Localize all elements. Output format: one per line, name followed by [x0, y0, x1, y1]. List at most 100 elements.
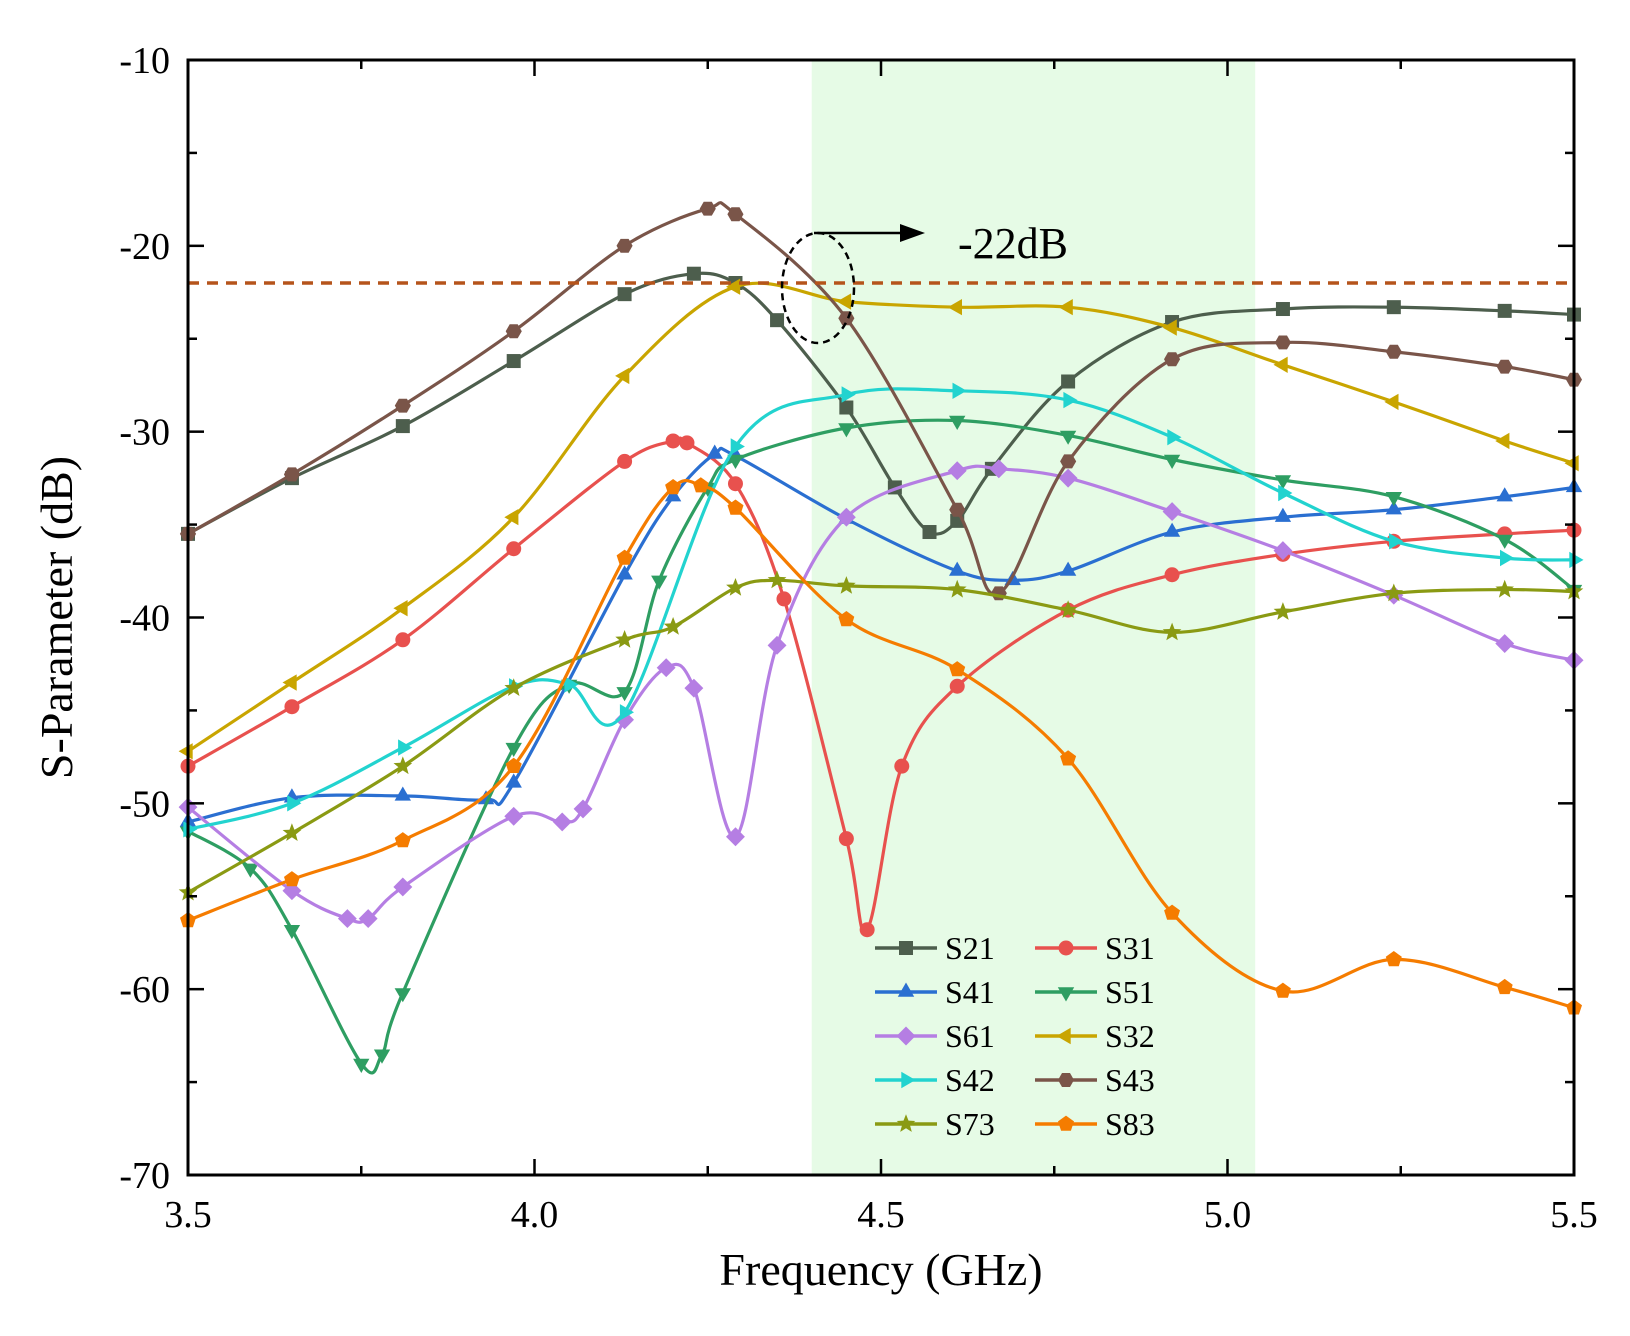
data-point-s51 — [651, 575, 668, 590]
data-point-s42 — [1063, 391, 1078, 409]
data-point-s31 — [894, 758, 910, 774]
data-point-s21 — [1386, 300, 1401, 315]
axes-layer: 3.5 4.0 4.5 5.0 5.5 -10 -20 -30 -40 -50 -60 -70 Freq… — [31, 40, 1598, 1295]
annotation-arrowhead — [900, 224, 925, 242]
series-s83 — [180, 477, 1582, 1015]
data-point-s73 — [504, 678, 523, 696]
data-point-s73 — [1384, 583, 1404, 602]
data-point-s43 — [1496, 359, 1513, 374]
legend-label: S51 — [1105, 974, 1155, 1010]
legend-swatch-marker — [1058, 940, 1074, 956]
x-tick-label: 5.0 — [1204, 1194, 1252, 1236]
data-point-s51 — [727, 454, 744, 469]
x-tick-label: 4.5 — [857, 1194, 905, 1236]
data-point-s73 — [767, 570, 787, 589]
data-point-s21 — [686, 266, 701, 281]
legend-label: S42 — [945, 1062, 995, 1098]
legend-swatch-marker — [1058, 1115, 1074, 1131]
data-point-s32 — [1384, 393, 1399, 411]
series-s43 — [179, 201, 1582, 601]
legend-swatch-marker — [1058, 1073, 1074, 1087]
data-point-s42 — [287, 795, 302, 812]
data-point-s73 — [282, 823, 302, 841]
legend-swatch-marker — [899, 941, 913, 955]
data-point-s42 — [1500, 549, 1515, 567]
data-point-s61 — [684, 678, 704, 698]
data-point-s32 — [1162, 319, 1177, 336]
data-point-s31 — [679, 435, 695, 451]
data-point-s51 — [1163, 454, 1181, 469]
series-s41 — [179, 444, 1583, 827]
data-point-s61 — [1273, 541, 1293, 561]
x-axis-label: Frequency (GHz) — [719, 1244, 1042, 1295]
series-line-s73 — [186, 578, 1576, 895]
legend-swatch-marker — [896, 1114, 916, 1132]
legend-item-s61: S61 — [875, 1018, 995, 1054]
legend-item-s31: S31 — [1035, 930, 1155, 966]
data-point-s41 — [1385, 500, 1402, 515]
data-point-s43 — [1385, 344, 1402, 359]
data-point-s31 — [617, 453, 633, 469]
legend-label: S21 — [945, 930, 995, 966]
data-point-s43 — [699, 201, 716, 216]
data-point-s41 — [1496, 487, 1513, 502]
data-point-s41 — [706, 444, 723, 459]
data-point-s32 — [1564, 455, 1579, 472]
data-point-s73 — [837, 576, 856, 594]
data-point-s42 — [952, 382, 967, 399]
data-point-s21 — [839, 400, 854, 415]
data-point-s61 — [726, 827, 745, 847]
data-point-s42 — [564, 676, 579, 693]
data-point-s21 — [1275, 302, 1290, 317]
data-point-s51 — [616, 687, 633, 702]
data-point-s42 — [1167, 429, 1182, 446]
legend-swatch-marker — [1057, 987, 1075, 1002]
data-point-s43 — [505, 324, 522, 339]
legend-label: S61 — [945, 1018, 995, 1054]
series-line-s83 — [186, 479, 1576, 1010]
series-line-s43 — [186, 201, 1576, 596]
data-point-s32 — [282, 674, 297, 691]
data-point-s31 — [665, 433, 681, 449]
legend-item-s42: S42 — [875, 1062, 995, 1098]
data-point-s51 — [1274, 475, 1292, 490]
data-point-s32 — [1273, 356, 1288, 373]
data-point-s31 — [859, 922, 875, 938]
data-point-s32 — [836, 293, 852, 310]
data-point-s83 — [838, 611, 855, 627]
data-point-s51 — [283, 925, 301, 940]
data-point-s73 — [1058, 600, 1078, 618]
data-point-s51 — [838, 423, 855, 438]
data-point-s61 — [337, 909, 357, 928]
data-point-s51 — [1496, 534, 1513, 549]
data-point-s42 — [1569, 551, 1584, 569]
data-point-s31 — [838, 831, 854, 847]
data-point-s83 — [1385, 951, 1402, 967]
data-point-s21 — [922, 525, 937, 540]
data-point-s73 — [393, 756, 413, 775]
data-point-s21 — [1497, 303, 1512, 318]
data-point-s21 — [506, 354, 521, 369]
legend-item-s43: S43 — [1035, 1062, 1155, 1098]
data-point-s31 — [284, 699, 300, 715]
data-point-s83 — [1164, 904, 1180, 920]
data-point-s31 — [776, 591, 792, 607]
data-point-s73 — [1273, 602, 1293, 620]
data-point-s42 — [398, 739, 413, 756]
data-point-s83 — [616, 549, 633, 565]
legend-swatch-marker — [1056, 1027, 1071, 1045]
data-point-s51 — [373, 1049, 391, 1064]
x-tick-label: 3.5 — [164, 1194, 212, 1236]
data-point-s83 — [1496, 978, 1513, 995]
data-point-s41 — [1163, 522, 1181, 537]
data-point-s21 — [617, 287, 632, 302]
annotation-label: -22dB — [958, 219, 1068, 268]
data-point-s51 — [394, 988, 411, 1003]
data-point-s32 — [504, 509, 519, 526]
data-point-s83 — [949, 661, 966, 677]
legend-swatch-marker — [901, 1071, 916, 1089]
y-tick-label: -30 — [119, 412, 170, 454]
legend-label: S43 — [1105, 1062, 1155, 1098]
data-point-s61 — [836, 507, 856, 527]
data-point-s42 — [619, 704, 634, 721]
